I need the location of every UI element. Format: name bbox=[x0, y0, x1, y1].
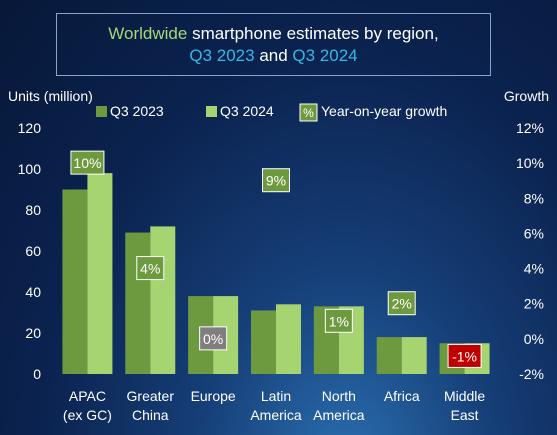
x-tick-label: China bbox=[132, 407, 169, 423]
title-and: and bbox=[254, 46, 293, 65]
y-tick-label: 80 bbox=[25, 202, 41, 218]
y-tick-label: 40 bbox=[25, 284, 41, 300]
chart-title-line2: Q3 2023 and Q3 2024 bbox=[57, 45, 490, 67]
y-right-tick-label: 6% bbox=[524, 225, 544, 241]
legend-label-q3-2024: Q3 2024 bbox=[220, 103, 274, 119]
title-period-2024: Q3 2024 bbox=[292, 46, 358, 65]
title-period-2023: Q3 2023 bbox=[189, 46, 255, 65]
bar-q3-2024 bbox=[401, 337, 427, 374]
x-tick-label: Europe bbox=[191, 388, 236, 404]
y-tick-label: 0 bbox=[33, 366, 41, 382]
growth-badge bbox=[262, 168, 290, 193]
legend-swatch-q3-2024 bbox=[206, 106, 217, 117]
y-right-tick-label: 10% bbox=[516, 155, 544, 171]
legend-label-growth: Year-on-year growth bbox=[321, 103, 447, 119]
bar-q3-2024 bbox=[276, 304, 301, 374]
x-tick-label: North bbox=[322, 388, 356, 404]
x-tick-label: Africa bbox=[384, 388, 420, 404]
x-tick-label: America bbox=[313, 407, 365, 423]
legend-swatch-growth bbox=[299, 103, 318, 122]
growth-badge bbox=[324, 308, 353, 333]
y-right-tick-label: -2% bbox=[519, 366, 544, 382]
growth-label: 4% bbox=[140, 261, 160, 277]
x-tick-label: East bbox=[451, 407, 479, 423]
growth-label: -1% bbox=[452, 348, 477, 364]
legend-label-q3-2023: Q3 2023 bbox=[110, 103, 164, 119]
y-axis-right-label: Growth bbox=[504, 88, 549, 104]
growth-badge bbox=[447, 343, 482, 368]
growth-label: 10% bbox=[73, 155, 101, 171]
x-tick-label: America bbox=[250, 407, 302, 423]
y-tick-label: 60 bbox=[25, 243, 41, 259]
chart-title-line1: Worldwide smartphone estimates by region… bbox=[57, 23, 490, 45]
growth-badge bbox=[199, 326, 228, 351]
bar-q3-2024 bbox=[150, 226, 176, 374]
bar-q3-2023 bbox=[125, 232, 151, 374]
growth-badge bbox=[70, 150, 105, 175]
growth-badge bbox=[136, 256, 165, 281]
bar-q3-2023 bbox=[62, 189, 88, 374]
y-right-tick-label: 8% bbox=[524, 190, 544, 206]
y-right-tick-label: 12% bbox=[516, 120, 544, 136]
bar-q3-2023 bbox=[251, 310, 276, 374]
x-tick-label: (ex GC) bbox=[63, 407, 112, 423]
growth-label: 0% bbox=[203, 331, 223, 347]
growth-badge bbox=[387, 291, 416, 316]
chart-title-box: Worldwide smartphone estimates by region… bbox=[56, 13, 491, 76]
legend-swatch-q3-2023 bbox=[96, 106, 107, 117]
bar-q3-2024 bbox=[87, 173, 113, 374]
x-tick-label: Greater bbox=[127, 388, 175, 404]
x-tick-label: Middle bbox=[444, 388, 485, 404]
y-right-tick-label: 2% bbox=[524, 296, 544, 312]
y-tick-label: 20 bbox=[25, 325, 41, 341]
growth-label: 2% bbox=[392, 296, 412, 312]
y-tick-label: 100 bbox=[18, 161, 42, 177]
title-text: smartphone estimates by region, bbox=[187, 24, 439, 43]
y-right-tick-label: 4% bbox=[524, 261, 544, 277]
y-axis-label: Units (million) bbox=[8, 88, 93, 104]
legend-swatch-growth-text: % bbox=[303, 106, 314, 120]
x-tick-label: APAC bbox=[69, 388, 106, 404]
bar-q3-2023 bbox=[376, 337, 402, 374]
y-tick-label: 120 bbox=[18, 120, 42, 136]
y-right-tick-label: 0% bbox=[524, 331, 544, 347]
growth-label: 9% bbox=[266, 173, 286, 189]
title-highlight-worldwide: Worldwide bbox=[108, 24, 188, 43]
growth-label: 1% bbox=[329, 313, 349, 329]
x-tick-label: Latin bbox=[261, 388, 291, 404]
